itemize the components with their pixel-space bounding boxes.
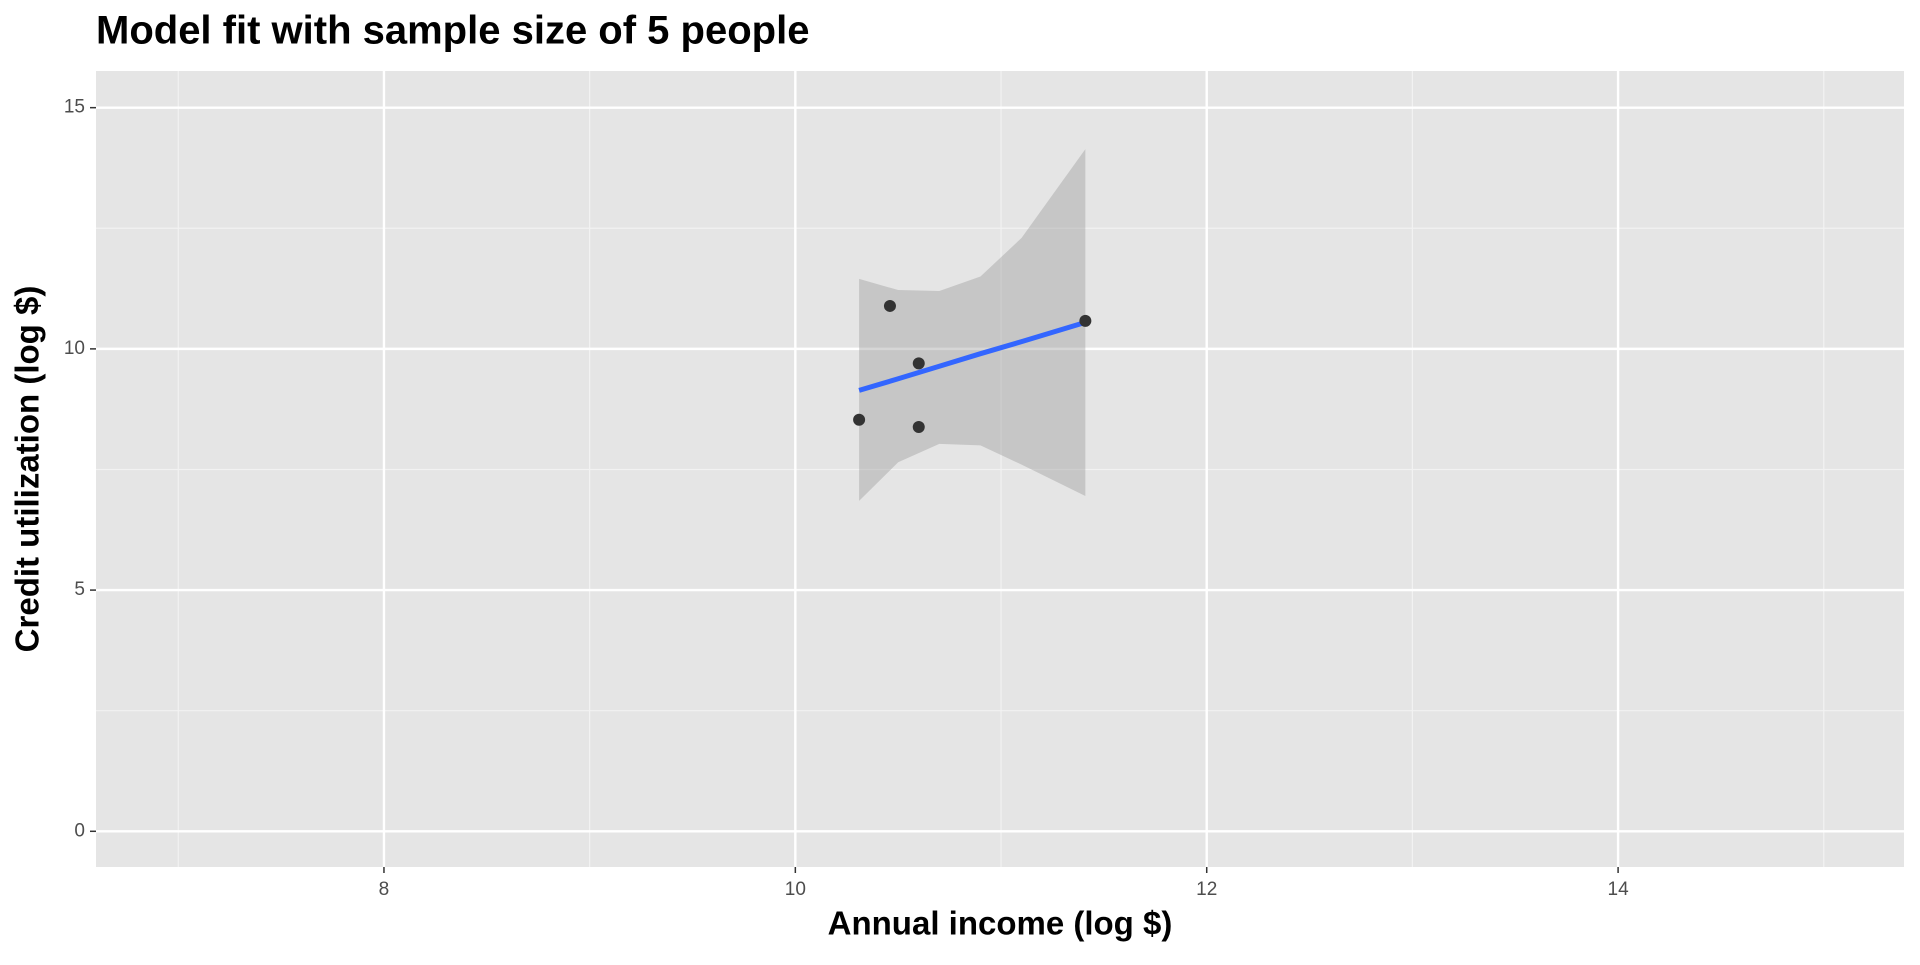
x-tick-label: 10 xyxy=(785,879,806,900)
x-tick-label: 12 xyxy=(1196,879,1217,900)
x-axis-label: Annual income (log $) xyxy=(828,905,1173,942)
point xyxy=(853,413,866,426)
x-tick-label: 8 xyxy=(379,879,390,900)
y-tick-label: 10 xyxy=(64,338,85,359)
y-tick-label: 0 xyxy=(74,820,85,841)
point xyxy=(883,299,896,312)
point xyxy=(1079,314,1092,327)
y-axis-label: Credit utilization (log $) xyxy=(9,286,46,653)
fit-line xyxy=(858,319,1087,393)
y-tick-label: 5 xyxy=(74,579,85,600)
point xyxy=(912,421,925,434)
point xyxy=(912,357,925,370)
y-tick-label: 15 xyxy=(64,97,85,118)
x-tick-label: 14 xyxy=(1608,879,1630,900)
chart-title: Model fit with sample size of 5 people xyxy=(96,9,809,53)
confidence-band xyxy=(859,149,1086,501)
